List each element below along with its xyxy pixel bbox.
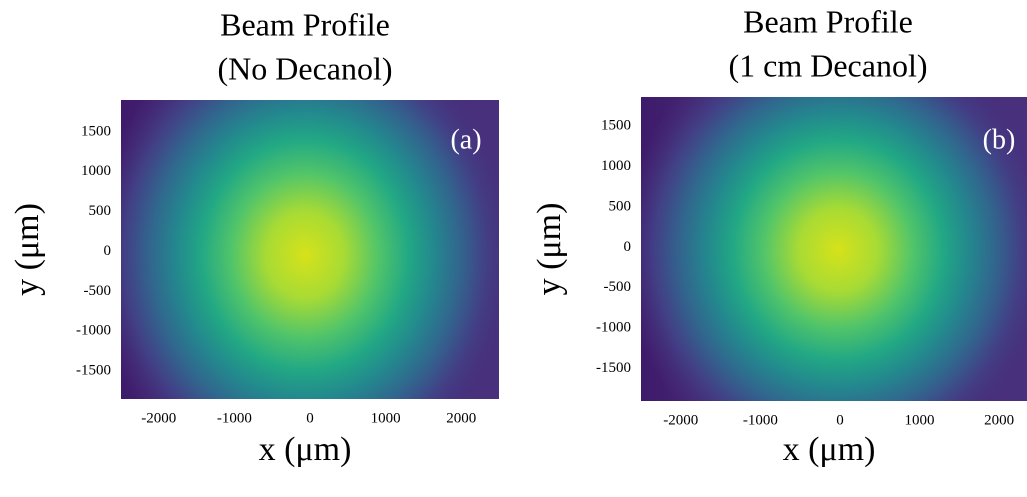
y-tick-label: -1500 <box>76 363 111 379</box>
y-tick-label: -1500 <box>596 360 631 376</box>
x-tick-label: 2000 <box>446 410 476 426</box>
y-tick-label: 0 <box>624 239 632 255</box>
heatmap-image <box>641 97 1027 401</box>
y-tick-label: -1000 <box>596 320 631 336</box>
x-axis-label: x (μm) <box>259 431 352 468</box>
y-tick-label: -1000 <box>76 323 111 339</box>
x-tick-label: -1000 <box>743 412 778 428</box>
x-tick-label: -1000 <box>217 410 252 426</box>
y-tick-label: 1500 <box>601 118 631 134</box>
x-tick-label: 0 <box>836 412 844 428</box>
x-axis-label: x (μm) <box>783 431 876 468</box>
y-axis-label: y (μm) <box>9 203 46 296</box>
chart-title: (No Decanol) <box>217 50 392 86</box>
y-tick-label: 1500 <box>81 123 111 139</box>
panel-label: (a) <box>450 124 481 155</box>
chart-title: Beam Profile <box>743 3 913 39</box>
panel-label: (b) <box>983 124 1016 155</box>
heatmap-image <box>121 100 499 399</box>
x-tick-label: 1000 <box>371 410 401 426</box>
chart-title: Beam Profile <box>220 6 390 42</box>
y-tick-label: 500 <box>609 198 632 214</box>
x-tick-label: 0 <box>306 410 314 426</box>
y-tick-label: 500 <box>89 203 112 219</box>
y-tick-label: 1000 <box>601 158 631 174</box>
y-tick-label: 1000 <box>81 163 111 179</box>
y-tick-label: 0 <box>104 243 112 259</box>
x-tick-label: -2000 <box>663 412 698 428</box>
y-axis-label: y (μm) <box>531 203 568 296</box>
y-tick-label: -500 <box>84 283 112 299</box>
y-tick-label: -500 <box>604 279 632 295</box>
chart-title: (1 cm Decanol) <box>728 47 927 83</box>
x-tick-label: -2000 <box>141 410 176 426</box>
x-tick-label: 1000 <box>905 412 935 428</box>
x-tick-label: 2000 <box>984 412 1014 428</box>
